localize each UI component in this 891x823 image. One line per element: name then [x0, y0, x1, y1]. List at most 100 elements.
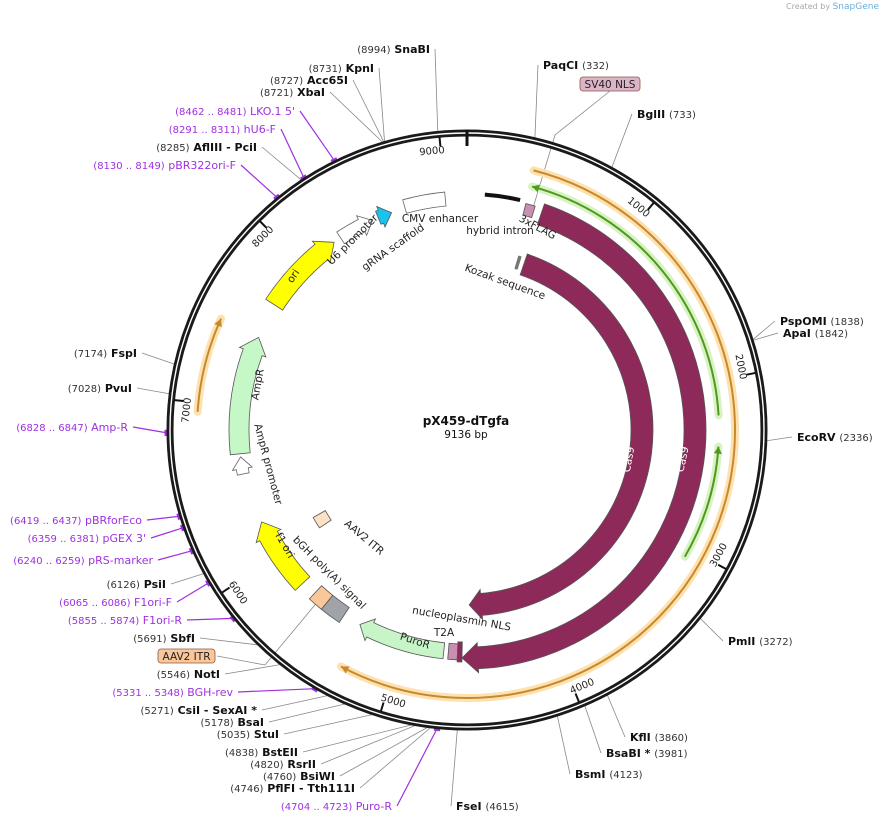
feature-label: Cas9 — [621, 446, 637, 474]
enzyme-site-label[interactable]: BglII (733) — [637, 108, 696, 121]
site-connector — [261, 695, 328, 711]
primer-name: hU6-F — [240, 123, 276, 136]
site-position: (7174) — [74, 349, 107, 360]
primer-range: (5855 .. 5874) — [68, 616, 140, 627]
site-connector — [700, 618, 724, 642]
primer-range: (6240 .. 6259) — [13, 556, 85, 567]
feature-t2a — [447, 642, 459, 661]
primer-connector — [150, 527, 184, 539]
primer-connector — [186, 617, 234, 621]
site-position: (3860) — [655, 733, 688, 744]
primer-label[interactable]: (6359 .. 6381) pGEX 3' — [28, 532, 146, 545]
site-connector — [199, 637, 258, 646]
enzyme-site-label[interactable]: ApaI (1842) — [783, 327, 848, 340]
primer-label[interactable]: (5855 .. 5874) F1ori-R — [68, 614, 183, 627]
site-connector — [556, 715, 571, 775]
primer-name: LKO.1 5' — [247, 105, 295, 118]
enzyme-site-label[interactable]: (8721) XbaI — [260, 86, 325, 99]
site-position: (5178) — [200, 718, 233, 729]
enzyme-site-label[interactable]: BsmI (4123) — [575, 768, 643, 781]
boxed-feature-tag — [579, 76, 641, 92]
primer-label[interactable]: (8462 .. 8481) LKO.1 5' — [175, 105, 295, 118]
primer-connector — [132, 426, 168, 434]
primer-binding-mark — [176, 513, 182, 520]
enzyme-site-label[interactable]: (8727) Acc65I — [270, 74, 348, 87]
enzyme-name: BsaI — [234, 716, 264, 729]
enzyme-site-label[interactable]: EcoRV (2336) — [797, 431, 873, 444]
primer-range: (5331 .. 5348) — [112, 688, 184, 699]
enzyme-name: Acc65I — [303, 74, 348, 87]
tick-mark — [647, 202, 655, 211]
tick-mark — [717, 563, 727, 570]
enzyme-site-label[interactable]: (5691) SbfI — [133, 632, 195, 645]
enzyme-site-label[interactable]: (8285) AflIII - PciI — [156, 141, 257, 154]
feature-f1-ori — [255, 521, 311, 591]
site-position: (6126) — [107, 580, 140, 591]
tick-label: 9000 — [419, 145, 445, 158]
primer-range: (8291 .. 8311) — [169, 125, 241, 136]
site-connector — [352, 79, 385, 142]
enzyme-site-label[interactable]: BsaBI * (3981) — [606, 747, 688, 760]
tick-mark — [746, 371, 756, 376]
snapgene-watermark: Created by SnapGene — [786, 2, 879, 12]
primer-label[interactable]: (5331 .. 5348) BGH-rev — [112, 686, 233, 699]
feature-grna-scaffold — [375, 205, 393, 228]
primer-label[interactable]: (6240 .. 6259) pRS-marker — [13, 554, 153, 567]
enzyme-site-label[interactable]: KflI (3860) — [630, 731, 688, 744]
site-connector — [141, 352, 175, 365]
enzyme-site-label[interactable]: (6126) PsiI — [107, 578, 166, 591]
annotation-arcs — [193, 166, 739, 702]
enzyme-name: FseI — [456, 800, 485, 813]
enzyme-site-label[interactable]: (7028) PvuI — [68, 382, 132, 395]
enzyme-name: PmlI — [728, 635, 759, 648]
site-connector — [752, 320, 776, 340]
enzyme-name: StuI — [250, 728, 279, 741]
feature-cas9 — [468, 253, 654, 621]
enzyme-site-label[interactable]: (4820) RsrII — [250, 758, 316, 771]
enzyme-site-label[interactable]: PspOMI (1838) — [780, 315, 864, 328]
primer-connector — [237, 688, 316, 693]
primer-label[interactable]: (4704 .. 4723) Puro-R — [281, 800, 393, 813]
green-annotation-arc-arrowhead — [532, 184, 541, 193]
enzyme-site-label[interactable]: (4760) BsiWI — [263, 770, 335, 783]
enzyme-site-label[interactable]: (8731) KpnI — [309, 62, 374, 75]
tick-label: 2000 — [732, 353, 748, 380]
feature-ori — [265, 240, 335, 311]
enzyme-site-label[interactable]: (5271) CsiI - SexAI * — [141, 704, 258, 717]
enzyme-name: BstEII — [258, 746, 298, 759]
enzyme-site-label[interactable]: FseI (4615) — [456, 800, 519, 813]
primer-binding-mark — [205, 579, 211, 587]
site-connector — [534, 64, 539, 138]
primer-label[interactable]: (6065 .. 6086) F1ori-F — [59, 596, 172, 609]
primer-label[interactable]: (8291 .. 8311) hU6-F — [169, 123, 276, 136]
enzyme-site-label[interactable]: (5546) NotI — [157, 668, 220, 681]
primer-label[interactable]: (6419 .. 6437) pBRforEco — [10, 514, 142, 527]
primer-binding-mark — [300, 174, 307, 181]
tick-mark — [174, 399, 184, 403]
tick-label: 7000 — [180, 397, 194, 423]
enzyme-site-label[interactable]: (4746) PflFI - Tth111I — [230, 782, 355, 795]
enzyme-name: FspI — [107, 347, 137, 360]
enzyme-site-label[interactable]: (7174) FspI — [74, 347, 137, 360]
tick-mark — [574, 693, 580, 703]
primer-connector — [280, 128, 305, 179]
enzyme-site-label[interactable]: (5178) BsaI — [200, 716, 264, 729]
feature-ampr-promoter — [231, 456, 254, 476]
site-position: (8721) — [260, 88, 293, 99]
site-position: (733) — [669, 110, 696, 121]
enzyme-site-label[interactable]: PaqCI (332) — [543, 59, 609, 72]
primer-label[interactable]: (6828 .. 6847) Amp-R — [16, 421, 128, 434]
tick-mark — [438, 137, 442, 147]
enzyme-site-label[interactable]: (5035) StuI — [217, 728, 279, 741]
site-connector — [607, 694, 626, 738]
feature-label: AmpR promoter — [251, 422, 284, 506]
enzyme-site-label[interactable]: (4838) BstEII — [225, 746, 298, 759]
enzyme-site-label[interactable]: PmlI (3272) — [728, 635, 793, 648]
enzyme-site-label[interactable]: (8994) SnaBI — [357, 43, 430, 56]
primer-binding-mark — [330, 157, 338, 163]
site-connector — [753, 332, 779, 341]
site-position: (4760) — [263, 772, 296, 783]
primer-label[interactable]: (8130 .. 8149) pBR322ori-F — [93, 159, 236, 172]
site-position: (4746) — [230, 784, 263, 795]
plasmid-name: pX459-dTgfa — [423, 414, 510, 428]
